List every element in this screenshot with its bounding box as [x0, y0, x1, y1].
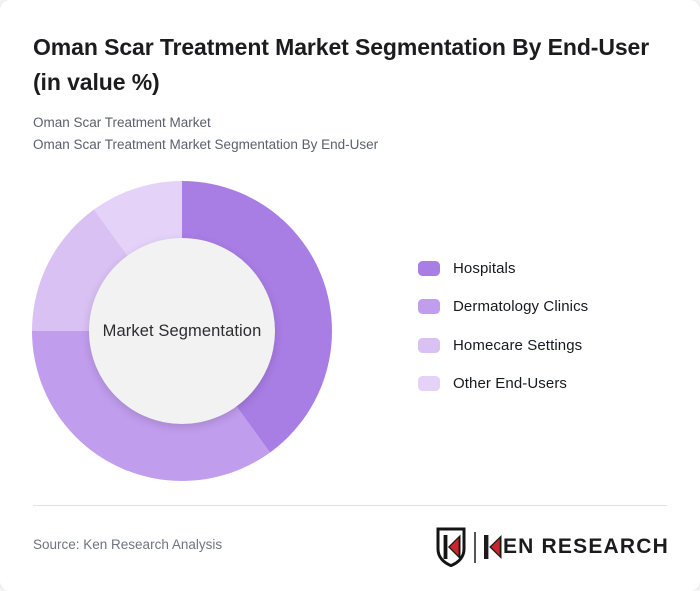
legend-item: Other End-Users [418, 375, 588, 392]
chart-subtitle-line-1: Oman Scar Treatment Market [33, 115, 211, 130]
brand-text: EN RESEARCH [502, 535, 669, 558]
legend-label: Dermatology Clinics [453, 298, 589, 315]
legend-item: Homecare Settings [418, 336, 588, 354]
source-text: Source: Ken Research Analysis [33, 537, 223, 552]
shield-k-icon [436, 527, 466, 567]
ken-research-logo: EN RESEARCH [435, 527, 669, 567]
legend-swatch [418, 299, 440, 314]
legend-swatch [418, 376, 440, 391]
brand-wordmark: EN RESEARCH [483, 535, 669, 559]
donut-center-label: Market Segmentation [102, 321, 262, 340]
chart-title: Oman Scar Treatment Market Segmentation … [33, 34, 650, 95]
donut-chart-area: Market Segmentation [32, 181, 332, 481]
logo-divider [473, 531, 476, 563]
legend-item: Hospitals [418, 259, 588, 277]
legend-label: Other End-Users [453, 375, 568, 392]
legend-label: Hospitals [453, 259, 516, 277]
chart-legend: Hospitals Dermatology Clinics Homecare Set… [418, 260, 588, 414]
legend-swatch [418, 260, 440, 276]
legend-label: Homecare Settings [453, 336, 583, 354]
chart-subtitle-line-2: Oman Scar Treatment Market Segmentation … [33, 136, 379, 152]
legend-item: Dermatology Clinics [418, 298, 589, 315]
chart-subtitle-block: Oman Scar Treatment Market Oman Scar Tre… [33, 112, 673, 155]
footer-divider [33, 505, 667, 506]
legend-swatch [418, 337, 440, 353]
brand-k-icon [483, 535, 502, 559]
donut-center: Market Segmentation [89, 238, 275, 424]
